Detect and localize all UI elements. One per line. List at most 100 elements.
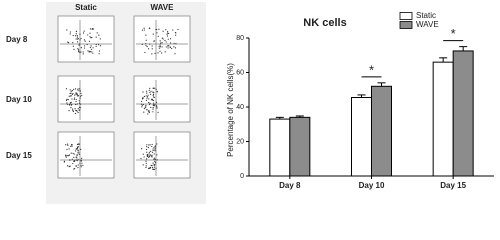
flow-dot <box>151 145 153 148</box>
legend-swatch <box>399 21 413 29</box>
flow-dot <box>152 162 154 164</box>
flow-dot <box>72 152 74 154</box>
flow-dot <box>65 156 67 158</box>
flow-dot <box>151 156 153 158</box>
flow-dot <box>82 53 84 55</box>
flow-dot <box>68 154 71 156</box>
flow-dot <box>95 36 97 38</box>
flow-dot <box>161 46 163 48</box>
flow-dot <box>79 33 81 35</box>
flow-dot <box>145 90 148 92</box>
flow-dot <box>77 145 79 148</box>
annotation: * <box>369 62 374 77</box>
flow-dot <box>68 148 70 150</box>
flow-dot <box>77 48 79 50</box>
flow-dot <box>79 95 82 97</box>
flow-dot <box>66 29 68 31</box>
flow-plot <box>57 131 115 179</box>
flow-dot <box>80 92 82 94</box>
flow-dot <box>154 150 156 152</box>
flow-dot <box>148 156 150 158</box>
flow-dot <box>150 150 152 152</box>
flow-dot <box>152 107 154 109</box>
flow-dot <box>77 38 79 40</box>
flow-dot <box>145 160 147 162</box>
flow-dot <box>78 102 81 104</box>
flow-plot <box>57 75 115 123</box>
flow-dot <box>169 46 171 48</box>
flow-dot <box>76 103 78 105</box>
flow-dot <box>153 147 155 149</box>
flow-dot <box>68 110 70 112</box>
flow-dot <box>161 42 163 44</box>
flow-dot <box>150 93 152 95</box>
flow-dot <box>158 45 160 48</box>
flow-dot <box>70 101 72 103</box>
flow-dot <box>70 144 73 146</box>
flow-dot <box>75 159 77 161</box>
flow-dot <box>148 144 150 146</box>
y-tick-label: 0 <box>240 173 244 180</box>
flow-dot <box>66 143 69 145</box>
flow-dot <box>80 159 82 161</box>
flow-dot <box>67 99 69 101</box>
flow-dot <box>155 88 157 90</box>
x-tick-label: Day 8 <box>279 181 301 190</box>
flow-dot <box>169 38 172 40</box>
flow-dot <box>152 93 155 95</box>
flow-dot <box>76 157 78 159</box>
flow-dot <box>67 103 69 106</box>
flow-dot <box>75 93 78 95</box>
flow-dot <box>92 28 95 30</box>
flow-dot <box>95 45 97 48</box>
flow-dot <box>77 108 79 110</box>
flow-dot <box>67 144 69 146</box>
flow-dot <box>157 35 159 38</box>
flow-dot <box>75 165 77 167</box>
flow-dot <box>78 44 80 46</box>
flow-dot <box>156 91 158 93</box>
flow-dot <box>151 143 153 146</box>
flow-dot <box>143 29 145 31</box>
flow-dot <box>147 154 149 156</box>
flow-dot <box>141 148 143 150</box>
row-label: Day 8 <box>6 35 28 44</box>
flow-dot <box>73 156 75 158</box>
flow-dot <box>69 102 71 104</box>
row-label: Day 15 <box>6 151 32 160</box>
flow-dot <box>153 157 155 159</box>
flow-dot <box>91 36 93 39</box>
flow-dot <box>154 162 157 164</box>
flow-dot <box>88 50 90 52</box>
flow-dot <box>71 158 73 160</box>
flow-dot <box>91 51 93 53</box>
flow-dot <box>141 97 144 100</box>
flow-dot <box>175 32 177 34</box>
flow-dot <box>77 90 79 92</box>
flow-dot <box>154 87 156 89</box>
flow-dot <box>80 37 82 40</box>
flow-dot <box>65 155 67 157</box>
flow-plot <box>133 131 191 179</box>
flow-dot <box>68 95 70 97</box>
flow-dot <box>171 47 173 50</box>
flow-dot <box>147 48 150 50</box>
flow-dot <box>76 34 78 37</box>
flow-dot <box>69 89 71 91</box>
flow-dot <box>65 88 68 90</box>
x-tick-label: Day 10 <box>359 181 385 190</box>
flow-dot <box>173 42 175 44</box>
flow-dot <box>72 162 74 165</box>
bar <box>289 116 311 177</box>
flow-dot <box>82 32 85 34</box>
flow-dot <box>98 50 101 52</box>
flow-dot <box>147 96 149 98</box>
flow-dot <box>74 35 77 37</box>
flow-dot <box>79 90 81 92</box>
flow-dot <box>142 96 144 98</box>
flow-dot <box>145 106 147 108</box>
flow-dot <box>71 145 73 147</box>
flow-dot <box>72 45 74 47</box>
flow-dot <box>146 92 148 94</box>
flow-dot <box>145 148 148 151</box>
